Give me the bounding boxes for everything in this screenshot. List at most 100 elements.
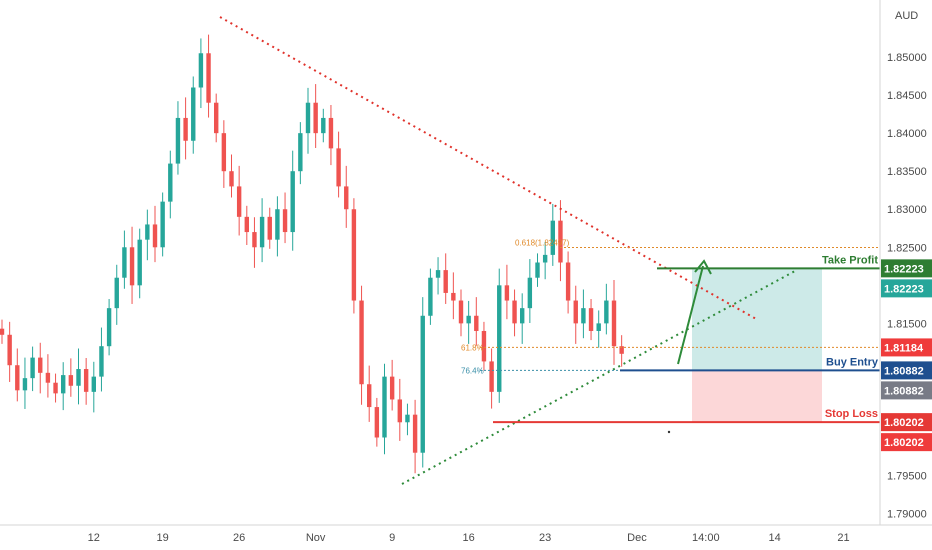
candle-body <box>229 171 234 187</box>
candle-body <box>443 270 448 293</box>
candle-body <box>336 148 341 187</box>
y-tick-label: 1.82500 <box>887 242 927 254</box>
y-tick-label: 1.79500 <box>887 471 927 483</box>
candle-body <box>206 53 211 103</box>
price-tag-label: 1.81184 <box>884 342 924 354</box>
candle-body <box>313 102 318 134</box>
x-tick-label: Nov <box>306 532 326 544</box>
candle-body <box>30 357 35 379</box>
candle-body <box>99 346 104 377</box>
candle-body <box>619 346 624 354</box>
price-tag <box>881 413 932 432</box>
candle-body <box>191 87 196 141</box>
candle-body <box>558 220 563 263</box>
x-tick-label: 23 <box>539 532 551 544</box>
candle-body <box>351 209 357 301</box>
candle-body <box>7 334 12 366</box>
candle-body <box>152 224 158 248</box>
candle-body <box>458 300 464 324</box>
candle-body <box>259 216 265 248</box>
candle-body <box>137 239 142 286</box>
candle-body <box>282 209 288 233</box>
candle-body <box>596 323 601 331</box>
candle-body <box>489 361 494 392</box>
candle-body <box>481 330 487 362</box>
resistance-trendline <box>219 16 759 321</box>
candle-body <box>53 382 58 394</box>
candle-body <box>221 133 227 172</box>
candle-body <box>435 270 441 278</box>
candle-body <box>76 369 81 386</box>
candlestick-series <box>0 34 624 474</box>
candle-body <box>344 186 349 210</box>
candle-body <box>298 133 303 172</box>
candle-body <box>198 53 204 88</box>
candle-body <box>588 308 594 331</box>
candle-body <box>504 285 510 301</box>
price-tag-label: 1.82223 <box>884 283 924 295</box>
candle-body <box>420 315 425 453</box>
x-tick-label: 14:00 <box>692 532 720 544</box>
candle-body <box>183 117 188 141</box>
candle-body <box>244 216 249 233</box>
price-tag-label: 1.80202 <box>884 437 924 449</box>
candle-body <box>22 378 28 391</box>
x-tick-label: 21 <box>837 532 849 544</box>
candle-body <box>15 365 20 391</box>
y-tick-label: 1.83000 <box>887 204 927 216</box>
candle-body <box>604 300 609 324</box>
candle-body <box>512 300 517 324</box>
candle-body <box>305 102 311 134</box>
candle-body <box>328 117 334 149</box>
price-tag-label: 1.80202 <box>884 417 924 429</box>
candle-body <box>91 376 96 392</box>
price-tags: 1.82223 1.82223 1.81184 1.80882 1.80882 1.802… <box>881 259 932 452</box>
y-tick-label: 1.84000 <box>887 128 927 140</box>
candle-body <box>611 300 617 347</box>
candle-body <box>527 277 533 309</box>
x-tick-label: 19 <box>157 532 169 544</box>
candle-body <box>68 375 74 386</box>
candle-body <box>374 407 380 438</box>
candle-body <box>45 372 51 383</box>
candle-body <box>497 285 502 392</box>
x-tick-label: 9 <box>389 532 395 544</box>
candle-body <box>451 292 456 301</box>
x-tick-label: 14 <box>769 532 781 544</box>
y-tick-label: 1.84500 <box>887 90 927 102</box>
candle-body <box>122 247 127 278</box>
x-tick-label: 16 <box>463 532 475 544</box>
x-tick-label: 12 <box>88 532 100 544</box>
y-tick-label: 1.85000 <box>887 52 927 64</box>
fib-618-short-label: 61.8% <box>461 343 484 352</box>
candle-body <box>0 328 5 335</box>
candle-body <box>106 308 112 347</box>
price-tag <box>881 361 932 380</box>
price-tag-label: 1.82223 <box>884 263 924 275</box>
candle-body <box>367 384 372 408</box>
candle-body <box>145 224 150 240</box>
price-axis[interactable]: 1.85000 1.84500 1.84000 1.83500 1.83000 1.825… <box>887 52 927 521</box>
price-tag <box>881 259 932 278</box>
candle-body <box>83 369 89 392</box>
price-tag-label: 1.80882 <box>884 385 924 397</box>
price-tag-label: 1.80882 <box>884 365 924 377</box>
drawing-overlays: 0.618(1.82497) 61.8% 76.4% Take Profit Buy E… <box>219 16 880 485</box>
y-tick-label: 1.81500 <box>887 318 927 330</box>
candle-body <box>565 262 571 301</box>
candle-body <box>252 232 257 248</box>
projection-arrow-shaft <box>677 265 704 365</box>
candle-body <box>581 308 586 324</box>
time-axis[interactable]: 12 19 26 Nov 9 16 23 Dec 14:00 14 21 <box>88 532 850 544</box>
candle-body <box>114 277 119 309</box>
currency-label: AUD <box>895 10 918 22</box>
candle-body <box>38 357 43 373</box>
fib-764-label: 76.4% <box>461 366 484 375</box>
candle-body <box>175 117 181 164</box>
stop-loss-label: Stop Loss <box>825 408 878 420</box>
candle-body <box>236 186 242 217</box>
candle-body <box>542 254 548 263</box>
projection-arrow-head <box>694 259 712 275</box>
take-profit-label: Take Profit <box>822 254 878 266</box>
